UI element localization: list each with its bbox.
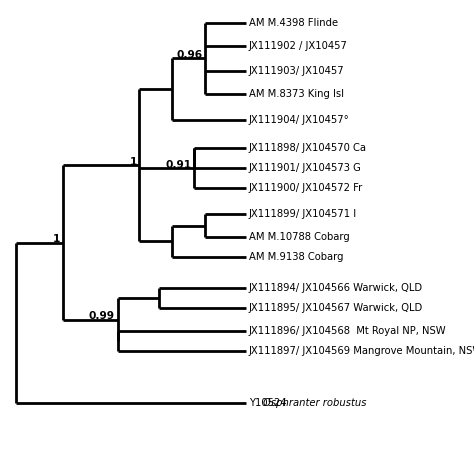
Text: AM M.9138 Cobarg: AM M.9138 Cobarg [249,252,343,262]
Text: Osphranter robustus: Osphranter robustus [264,398,367,408]
Text: AM M.8373 King Isl: AM M.8373 King Isl [249,89,344,99]
Text: 0.99: 0.99 [89,311,115,321]
Text: JX111903/ JX10457: JX111903/ JX10457 [249,66,345,76]
Text: JX111895/ JX104567 Warwick, QLD: JX111895/ JX104567 Warwick, QLD [249,303,423,313]
Text: JX111899/ JX104571 l: JX111899/ JX104571 l [249,209,357,219]
Text: JX111894/ JX104566 Warwick, QLD: JX111894/ JX104566 Warwick, QLD [249,283,423,293]
Text: JX111900/ JX104572 Fr: JX111900/ JX104572 Fr [249,183,363,193]
Text: JX111901/ JX104573 G: JX111901/ JX104573 G [249,164,362,173]
Text: Y10524: Y10524 [249,398,290,408]
Text: JX111896/ JX104568  Mt Royal NP, NSW: JX111896/ JX104568 Mt Royal NP, NSW [249,326,447,336]
Text: 0.91: 0.91 [165,160,191,170]
Text: 0.96: 0.96 [176,50,202,60]
Text: 1: 1 [53,234,60,244]
Text: JX111897/ JX104569 Mangrove Mountain, NSW: JX111897/ JX104569 Mangrove Mountain, NS… [249,346,474,356]
Text: AM M.10788 Cobarg: AM M.10788 Cobarg [249,232,350,242]
Text: JX111902 / JX10457: JX111902 / JX10457 [249,41,348,51]
Text: JX111904/ JX10457°: JX111904/ JX10457° [249,115,350,125]
Text: AM M.4398 Flinde: AM M.4398 Flinde [249,18,338,28]
Text: 1: 1 [129,157,137,167]
Text: JX111898/ JX104570 Ca: JX111898/ JX104570 Ca [249,144,367,154]
